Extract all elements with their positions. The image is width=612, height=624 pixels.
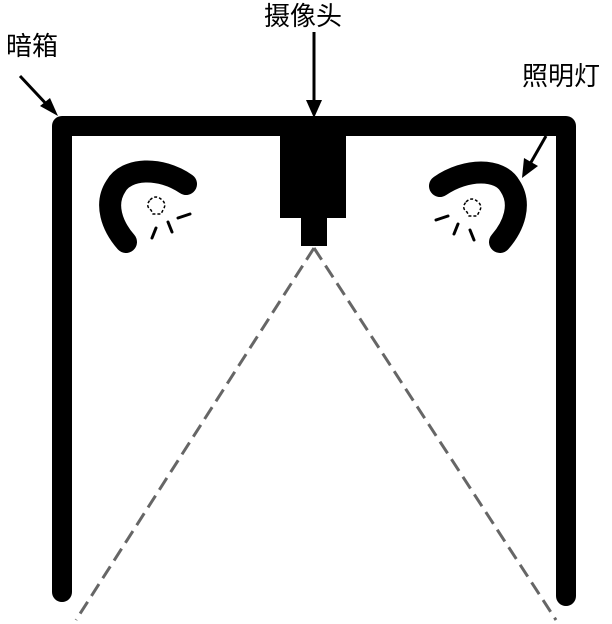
left-bulb-icon <box>147 196 166 215</box>
right-lamp-reflector <box>429 161 527 253</box>
right-lamp <box>429 161 527 253</box>
dark-box-frame <box>52 116 576 606</box>
pointer-arrows <box>18 32 548 178</box>
dark-box-arrow-icon <box>18 74 58 116</box>
right-bulb-icon <box>463 198 482 217</box>
dark-box-label: 暗箱 <box>6 32 59 62</box>
left-lamp-reflector <box>99 160 197 253</box>
lamp-label: 照明灯 <box>522 62 601 92</box>
left-lamp <box>99 160 197 253</box>
camera-field-of-view <box>74 247 558 621</box>
left-light-rays <box>150 212 192 240</box>
camera-label: 摄像头 <box>264 2 343 32</box>
right-light-rays <box>434 214 476 242</box>
camera-arrow-icon <box>306 32 322 118</box>
lamp-arrow-icon <box>522 135 548 178</box>
camera-body <box>280 136 346 246</box>
